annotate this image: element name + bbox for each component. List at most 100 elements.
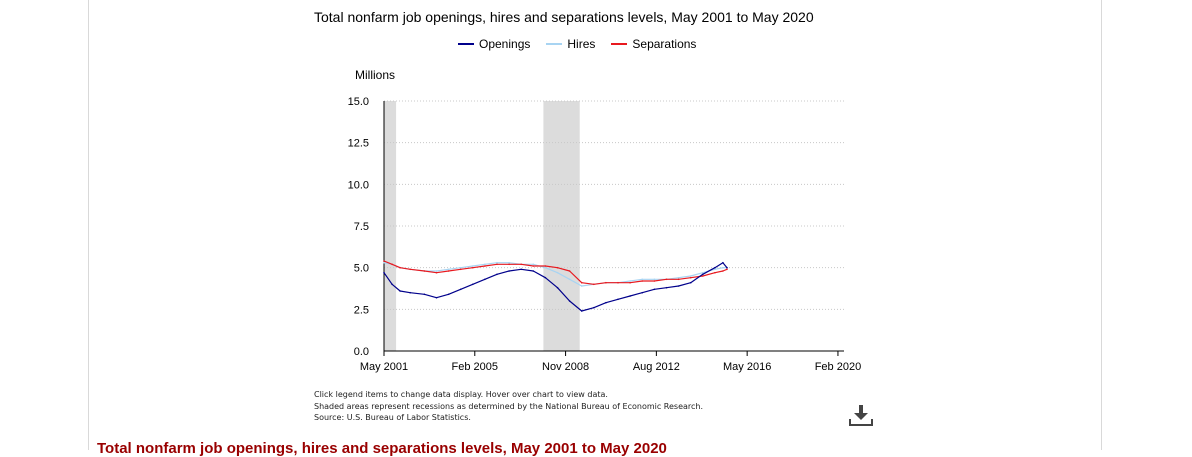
legend-item-openings[interactable]: Openings xyxy=(458,37,530,51)
data-point-openings xyxy=(593,306,595,309)
data-point-hires xyxy=(580,285,583,287)
chart-title: Total nonfarm job openings, hires and se… xyxy=(314,9,814,25)
data-point-separations xyxy=(689,276,692,279)
data-point-separations xyxy=(399,266,401,269)
data-point-hires xyxy=(702,271,704,274)
data-point-openings xyxy=(544,276,547,279)
x-tick-label: May 2001 xyxy=(360,361,408,373)
data-point-hires xyxy=(568,278,571,281)
data-point-separations xyxy=(508,263,510,266)
data-point-separations xyxy=(532,265,535,267)
legend-label-openings: Openings xyxy=(479,37,531,51)
data-point-hires xyxy=(459,266,462,269)
x-tick-label: May 2016 xyxy=(723,361,771,373)
y-tick-label: 15.0 xyxy=(348,96,369,108)
y-tick-label: 2.5 xyxy=(354,304,369,316)
data-point-openings xyxy=(605,301,607,304)
data-point-hires xyxy=(447,268,450,271)
data-point-openings xyxy=(532,270,535,272)
y-axis-label: Millions xyxy=(355,68,395,82)
data-point-hires xyxy=(556,271,559,274)
data-point-openings xyxy=(665,286,668,289)
data-point-openings xyxy=(556,286,559,289)
y-tick-label: 0.0 xyxy=(354,346,369,358)
legend-swatch-hires xyxy=(546,43,563,45)
data-point-openings xyxy=(641,291,643,294)
chart-note-line: Click legend items to change data displa… xyxy=(314,390,608,399)
data-point-openings xyxy=(472,283,474,286)
data-point-separations xyxy=(435,271,438,274)
data-point-openings xyxy=(496,273,498,276)
data-point-hires xyxy=(472,265,474,267)
data-point-hires xyxy=(629,280,631,282)
content-border-left xyxy=(88,0,89,450)
legend-swatch-openings xyxy=(458,43,474,45)
data-point-hires xyxy=(653,278,656,281)
data-point-separations xyxy=(423,270,426,272)
data-point-openings xyxy=(689,281,692,284)
data-point-openings xyxy=(726,266,728,269)
data-point-hires xyxy=(532,263,535,266)
data-point-separations xyxy=(580,281,583,284)
data-point-separations xyxy=(617,281,619,284)
data-point-openings xyxy=(714,266,716,269)
y-tick-label: 5.0 xyxy=(354,263,369,275)
data-point-separations xyxy=(459,268,462,271)
data-point-separations xyxy=(702,275,704,277)
data-point-separations xyxy=(726,268,728,271)
x-tick-label: Aug 2012 xyxy=(633,361,680,373)
chart-legend: Openings Hires Separations xyxy=(458,37,696,51)
data-point-separations xyxy=(714,271,716,274)
data-point-openings xyxy=(399,290,401,292)
chart-note-line: Shaded areas represent recessions as det… xyxy=(314,401,704,411)
y-tick-label: 7.5 xyxy=(354,221,369,233)
data-point-openings xyxy=(508,270,510,272)
data-point-separations xyxy=(629,281,631,284)
data-point-separations xyxy=(409,268,412,271)
data-point-hires xyxy=(677,276,680,279)
data-point-hires xyxy=(435,270,438,272)
x-tick-label: Feb 2005 xyxy=(452,361,498,373)
y-tick-label: 10.0 xyxy=(348,179,369,191)
data-point-separations xyxy=(556,266,559,269)
data-point-separations xyxy=(520,263,522,266)
data-point-separations xyxy=(677,278,680,281)
y-tick-label: 12.5 xyxy=(348,138,369,150)
data-point-hires xyxy=(508,261,510,264)
legend-item-hires[interactable]: Hires xyxy=(546,37,595,51)
data-point-openings xyxy=(722,261,724,264)
data-point-hires xyxy=(544,266,547,269)
data-point-openings xyxy=(520,268,522,271)
data-point-openings xyxy=(484,278,486,281)
data-point-separations xyxy=(722,270,724,272)
download-button[interactable] xyxy=(848,405,874,427)
legend-swatch-separations xyxy=(611,43,628,45)
data-point-separations xyxy=(447,270,450,272)
x-tick-label: Feb 2020 xyxy=(815,361,861,373)
data-point-openings xyxy=(459,288,462,291)
data-point-openings xyxy=(568,300,571,302)
data-point-separations xyxy=(383,260,385,262)
data-point-openings xyxy=(435,296,438,299)
data-point-separations xyxy=(568,270,571,272)
data-point-separations xyxy=(665,278,668,281)
data-point-hires xyxy=(383,261,385,264)
x-tick-label: Nov 2008 xyxy=(542,361,589,373)
chart-notes: Click legend items to change data displa… xyxy=(314,389,703,424)
data-point-separations xyxy=(472,266,474,269)
legend-label-separations: Separations xyxy=(632,37,697,51)
data-point-separations xyxy=(641,280,643,282)
data-point-hires xyxy=(689,275,692,277)
data-point-hires xyxy=(496,261,498,264)
legend-label-hires: Hires xyxy=(567,37,596,51)
data-point-openings xyxy=(447,293,450,296)
data-point-openings xyxy=(391,283,393,286)
legend-item-separations[interactable]: Separations xyxy=(611,37,696,51)
data-point-openings xyxy=(702,273,704,276)
download-icon xyxy=(849,405,873,426)
data-point-separations xyxy=(484,265,486,267)
data-point-hires xyxy=(484,263,486,266)
data-point-separations xyxy=(496,263,498,266)
chart-source-line: Source: U.S. Bureau of Labor Statistics. xyxy=(314,413,471,422)
